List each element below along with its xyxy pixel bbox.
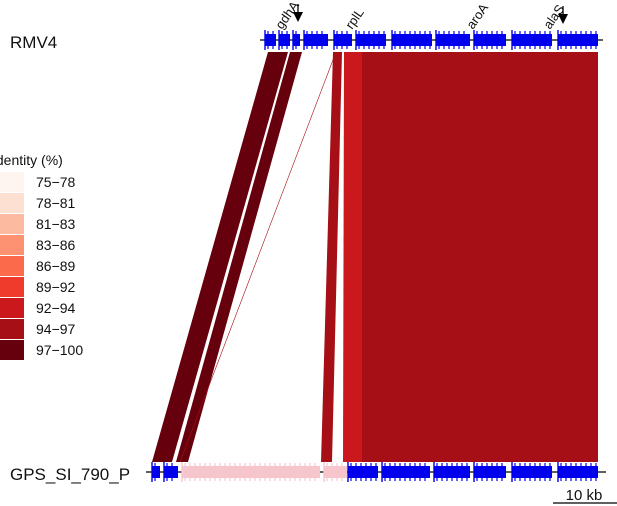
bottom-genes [151,462,598,482]
marker-arrow-gdhA [293,4,303,22]
homology-block-main [362,52,598,462]
legend-label: 83−86 [36,237,76,253]
gene-arrow [474,34,506,46]
gene-arrow [558,34,598,46]
legend-swatch [0,277,24,297]
bottom-genome-name: GPS_SI_790_P [10,465,130,484]
marker-arrow-alaS [558,6,568,24]
legend-swatch [0,193,24,213]
legend-label: 78−81 [36,195,76,211]
legend-label: 94−97 [36,321,76,337]
gene-arrow [152,466,160,478]
legend-swatch [0,319,24,339]
legend-items: 75−78 78−81 81−83 83−86 86−89 89−92 92−94 94−97… [0,172,83,360]
legend-swatch [0,340,24,360]
legend-swatch [0,214,24,234]
legend-label: 89−92 [36,279,76,295]
gene-arrow [382,466,430,478]
legend-swatch [0,298,24,318]
gene-arrow [279,34,290,46]
homology-blocks [152,51,598,463]
gene-label-rplL: rplL [342,5,367,31]
gene-arrow [164,466,178,478]
scale-bar-label: 10 kb [566,487,603,504]
homology-link-thin [179,51,337,463]
legend-label: 97−100 [36,342,83,358]
legend-label: 86−89 [36,258,76,274]
gene-arrow [558,466,598,478]
legend-swatch [0,235,24,255]
gene-arrow [265,34,276,46]
gene-arrow [436,34,470,46]
bottom-genome-track [146,462,606,482]
gene-arrow [512,466,552,478]
gene-arrow [512,34,552,46]
scale-bar: 10 kb [553,487,617,504]
legend-label: 92−94 [36,300,76,316]
gene-arrow [474,466,506,478]
legend-label: 75−78 [36,174,76,190]
identity-legend: Identity (%) 75−78 78−81 81−83 83−86 86−89 89… [0,152,83,360]
legend-swatch [0,172,24,192]
homology-block-gdhA-left [152,52,288,462]
homology-block-rplL-bright [343,52,362,462]
gene-arrow [348,466,378,478]
gene-arrow [182,466,320,478]
gene-arrow [392,34,432,46]
legend-title: Identity (%) [0,152,63,168]
homology-block-gdhA-right [176,52,302,462]
homology-block-rplL-narrow [321,52,342,462]
top-genes [264,30,598,50]
top-genome-track: gdhA rplL aroA alaS [260,0,603,50]
gene-arrow [356,34,386,46]
top-genome-name: RMV4 [10,33,57,52]
legend-label: 81−83 [36,216,76,232]
gene-label-aroA: aroA [463,0,491,31]
legend-swatch [0,256,24,276]
gene-arrow [324,466,347,478]
